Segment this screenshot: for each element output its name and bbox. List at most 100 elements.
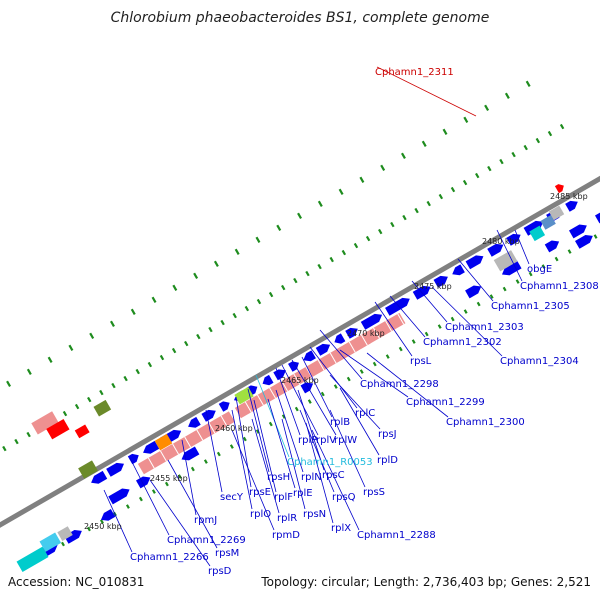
gc-dash-inner xyxy=(125,504,130,509)
gene-label: rpsC xyxy=(322,470,345,481)
gene-arrow xyxy=(523,220,544,236)
scale-label: 2475 kbp xyxy=(414,282,452,291)
gc-dash-inner xyxy=(242,436,247,442)
gc-dash-outer xyxy=(14,438,19,445)
scale-label: 2455 kbp xyxy=(150,474,188,483)
rrna-divider xyxy=(293,373,301,385)
gene-label: Cphamn1_2305 xyxy=(491,301,570,312)
scale-label: 2460 kbp xyxy=(215,424,253,433)
gene-label: Cphamn1_2300 xyxy=(446,417,525,428)
trna-block-shape xyxy=(39,532,62,552)
gene-label: Cphamn1_2299 xyxy=(406,397,485,408)
gene-arrow xyxy=(385,297,410,316)
gene-arrow-shape xyxy=(345,327,358,339)
gc-dash-inner xyxy=(281,414,286,419)
rrna-block-shape xyxy=(338,312,406,359)
gc-dash-inner xyxy=(359,369,364,374)
leader-line xyxy=(247,388,270,473)
gene-arrow xyxy=(544,240,560,253)
gc-dash-outer xyxy=(256,298,262,305)
genome-backbone xyxy=(0,175,600,528)
cyan-block-shape xyxy=(529,225,546,242)
gene-label: rpmJ xyxy=(194,515,217,526)
gc-dash-outer xyxy=(535,137,541,144)
rrna-divider xyxy=(348,341,356,353)
leader-line xyxy=(255,374,290,458)
gene-arrow xyxy=(575,234,593,249)
leader-line xyxy=(275,389,304,473)
gene-label: rplW xyxy=(334,435,357,446)
cyan-block xyxy=(529,225,546,242)
gene-label: Cphamn1_2298 xyxy=(360,379,439,390)
rrna-divider xyxy=(172,443,179,455)
gc-dash-inner xyxy=(61,541,65,547)
gc-dash-far xyxy=(172,284,178,291)
gene-arrow xyxy=(100,508,116,521)
gene-arrow xyxy=(246,385,258,396)
leader-line xyxy=(103,489,133,553)
gc-dash-outer xyxy=(26,431,31,438)
rrna-outer xyxy=(31,411,59,435)
gc-dash-outer xyxy=(547,130,553,137)
gc-dash-inner xyxy=(515,279,520,284)
gc-dash-far xyxy=(130,308,136,315)
gene-arrow xyxy=(465,285,482,299)
leader-line xyxy=(339,349,409,398)
grey-block-shape xyxy=(493,250,518,272)
leader-line xyxy=(205,409,223,493)
gene-label: rplC xyxy=(355,408,375,419)
gc-dash-inner xyxy=(372,361,377,367)
gc-dash-outer xyxy=(438,193,444,200)
gc-dash-outer xyxy=(317,263,322,270)
gene-arrow-shape xyxy=(288,361,299,372)
gene-label: rplF xyxy=(274,492,293,503)
gene-arrow-shape xyxy=(523,220,544,236)
gene-arrow xyxy=(300,382,314,394)
gc-dash-outer xyxy=(184,340,189,347)
gc-dash-inner xyxy=(333,384,338,389)
misc-block xyxy=(57,526,73,541)
olive-block-shape xyxy=(78,460,98,479)
gene-arrow xyxy=(594,211,600,224)
grey-block xyxy=(493,250,518,272)
leader-line xyxy=(291,359,337,436)
gene-arrow-shape xyxy=(106,462,125,477)
leader-line xyxy=(431,286,503,357)
gene-arrow xyxy=(345,327,358,339)
gc-dash-inner xyxy=(502,286,507,292)
gene-arrow-shape xyxy=(465,255,484,270)
gene-arrow-shape xyxy=(201,409,216,422)
gene-arrow xyxy=(565,200,578,212)
gene-label: rpsS xyxy=(363,487,385,498)
gene-arrow xyxy=(273,369,286,381)
gc-dash-outer xyxy=(2,445,7,452)
gc-dash-far xyxy=(338,188,344,195)
leader-line xyxy=(251,418,280,514)
gene-arrow-shape xyxy=(100,508,116,521)
leader-line xyxy=(235,396,252,488)
gc-dash-outer xyxy=(208,326,213,333)
gene-arrow-shape xyxy=(273,369,286,381)
gene-arrow-shape xyxy=(433,275,448,288)
rrna-block xyxy=(338,312,406,359)
gene-label: rplV xyxy=(316,435,336,446)
gc-dash-outer xyxy=(329,256,334,263)
gene-arrow-shape xyxy=(143,440,160,454)
gene-arrow xyxy=(108,488,130,505)
gc-dash-far xyxy=(68,344,74,351)
gene-label: Cphamn1_2269 xyxy=(167,535,246,546)
gc-dash-far xyxy=(234,248,240,255)
gc-dash-outer xyxy=(353,242,359,249)
rrna-divider xyxy=(184,436,192,448)
rrna-divider xyxy=(208,422,216,434)
gene-arrow-shape xyxy=(501,260,522,276)
gene-arrow-shape xyxy=(188,416,201,428)
gc-dash-outer xyxy=(196,333,201,340)
gc-dash-inner xyxy=(541,264,546,269)
gc-dash-inner xyxy=(99,519,104,524)
gc-dash-outer xyxy=(268,291,274,298)
rrna-divider xyxy=(220,415,228,427)
gene-arrow xyxy=(303,350,316,362)
gc-dash-far xyxy=(193,272,199,279)
gc-dash-outer xyxy=(244,305,250,312)
